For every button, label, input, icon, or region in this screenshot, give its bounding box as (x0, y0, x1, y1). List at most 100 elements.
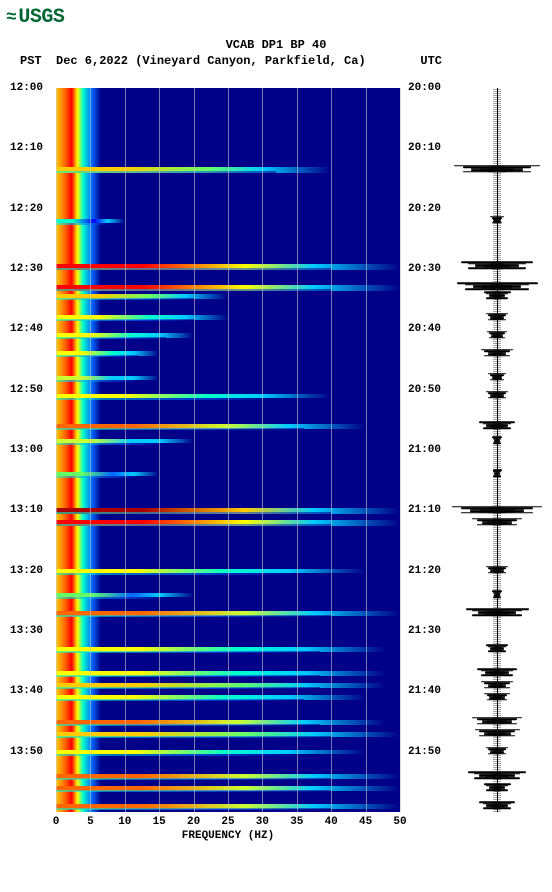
left-time-label: 12:20 (10, 203, 43, 215)
left-time-label: 12:50 (10, 384, 43, 396)
waveform-event (481, 286, 513, 288)
waveform-event (495, 375, 499, 377)
right-time-label: 21:40 (408, 685, 441, 697)
left-time-label: 13:40 (10, 685, 43, 697)
waveform-event (495, 473, 499, 475)
right-time-label: 20:40 (408, 323, 441, 335)
waveform-event (480, 168, 514, 170)
waveform-event (492, 723, 502, 725)
left-time-label: 12:00 (10, 82, 43, 94)
x-tick-label: 30 (256, 816, 269, 828)
waveform-event (495, 593, 499, 595)
waveform-event (488, 171, 505, 173)
grid-line (262, 88, 263, 812)
grid-line (159, 88, 160, 812)
left-time-label: 13:10 (10, 504, 43, 516)
waveform-event (494, 694, 499, 696)
spectrogram-event-trail (56, 223, 111, 225)
waveform-event (488, 732, 506, 734)
waveform-event (492, 719, 502, 721)
right-time-label: 20:10 (408, 142, 441, 154)
left-time-label: 12:10 (10, 142, 43, 154)
waveform-event (494, 298, 499, 300)
waveform-event (487, 521, 507, 523)
waveform-event (493, 670, 501, 672)
waveform-event (484, 611, 509, 613)
waveform-event (493, 394, 502, 396)
x-tick-label: 25 (221, 816, 234, 828)
waveform-event (487, 720, 507, 722)
waveform-event (496, 222, 499, 224)
waveform-event (492, 295, 503, 297)
waveform-event (489, 672, 505, 674)
grid-line (56, 88, 57, 812)
spectrogram-event-trail (56, 651, 320, 653)
x-tick-label: 15 (153, 816, 166, 828)
date-label: Dec 6,2022 (Vineyard Canyon, Parkfield, … (56, 54, 366, 68)
waveform-event (491, 614, 504, 616)
spectrogram-event-trail (56, 754, 304, 756)
left-time-label: 12:40 (10, 323, 43, 335)
right-time-label: 20:50 (408, 384, 441, 396)
x-tick-label: 10 (118, 816, 131, 828)
x-tick-label: 0 (53, 816, 60, 828)
waveform-event (491, 610, 504, 612)
waveform-event (493, 648, 502, 650)
pst-label: PST (20, 54, 42, 68)
waveform-event (490, 267, 504, 269)
left-time-label: 13:50 (10, 746, 43, 758)
waveform-event (493, 334, 501, 336)
waveform-event (489, 284, 505, 286)
waveform-event (496, 476, 498, 478)
waveform-event (495, 379, 499, 381)
right-time-label: 20:30 (408, 263, 441, 275)
waveform-event (488, 507, 506, 509)
grid-line (400, 88, 401, 812)
waveform-event (493, 675, 501, 677)
waveform-event (489, 289, 505, 291)
x-tick-label: 20 (187, 816, 200, 828)
grid-line (297, 88, 298, 812)
waveform-event (488, 166, 505, 168)
waveform-event (492, 786, 503, 788)
x-tick-label: 40 (325, 816, 338, 828)
waveform-event (496, 471, 498, 473)
right-time-label: 21:30 (408, 625, 441, 637)
waveform-event (493, 427, 500, 429)
spectrogram-event-trail (56, 675, 320, 677)
waveform-event (493, 569, 502, 571)
spectrogram-event-trail (56, 443, 166, 445)
waveform-event (495, 314, 500, 316)
x-tick-label: 5 (87, 816, 94, 828)
waveform-event (493, 807, 500, 809)
right-time-label: 21:50 (408, 746, 441, 758)
waveform-event (496, 592, 498, 594)
spectrogram-event-trail (56, 428, 304, 430)
spectrogram-event-trail (56, 724, 320, 726)
waveform-event (495, 646, 500, 648)
waveform-event (493, 376, 500, 378)
waveform-event (495, 397, 500, 399)
spectrogram-event-trail (56, 573, 304, 575)
waveform-event (494, 682, 500, 684)
x-tick-label: 35 (290, 816, 303, 828)
plot-title: VCAB DP1 BP 40 (0, 38, 552, 52)
grid-line (90, 88, 91, 812)
usgs-logo-symbol: ≈ (6, 8, 16, 28)
waveform-event (494, 293, 499, 295)
grid-line (125, 88, 126, 812)
usgs-logo: ≈USGS (6, 6, 64, 29)
right-time-label: 21:10 (408, 504, 441, 516)
waveform-event (493, 803, 500, 805)
waveform-event (483, 264, 512, 266)
left-time-label: 13:30 (10, 625, 43, 637)
grid-line (228, 88, 229, 812)
waveform-event (496, 438, 498, 440)
waveform-event (496, 442, 498, 444)
spectrogram-event-trail (56, 687, 320, 689)
left-time-label: 13:20 (10, 565, 43, 577)
waveform-event (491, 777, 503, 779)
waveform-event (495, 393, 500, 395)
waveform-event (491, 352, 504, 354)
waveform-event (495, 749, 500, 751)
